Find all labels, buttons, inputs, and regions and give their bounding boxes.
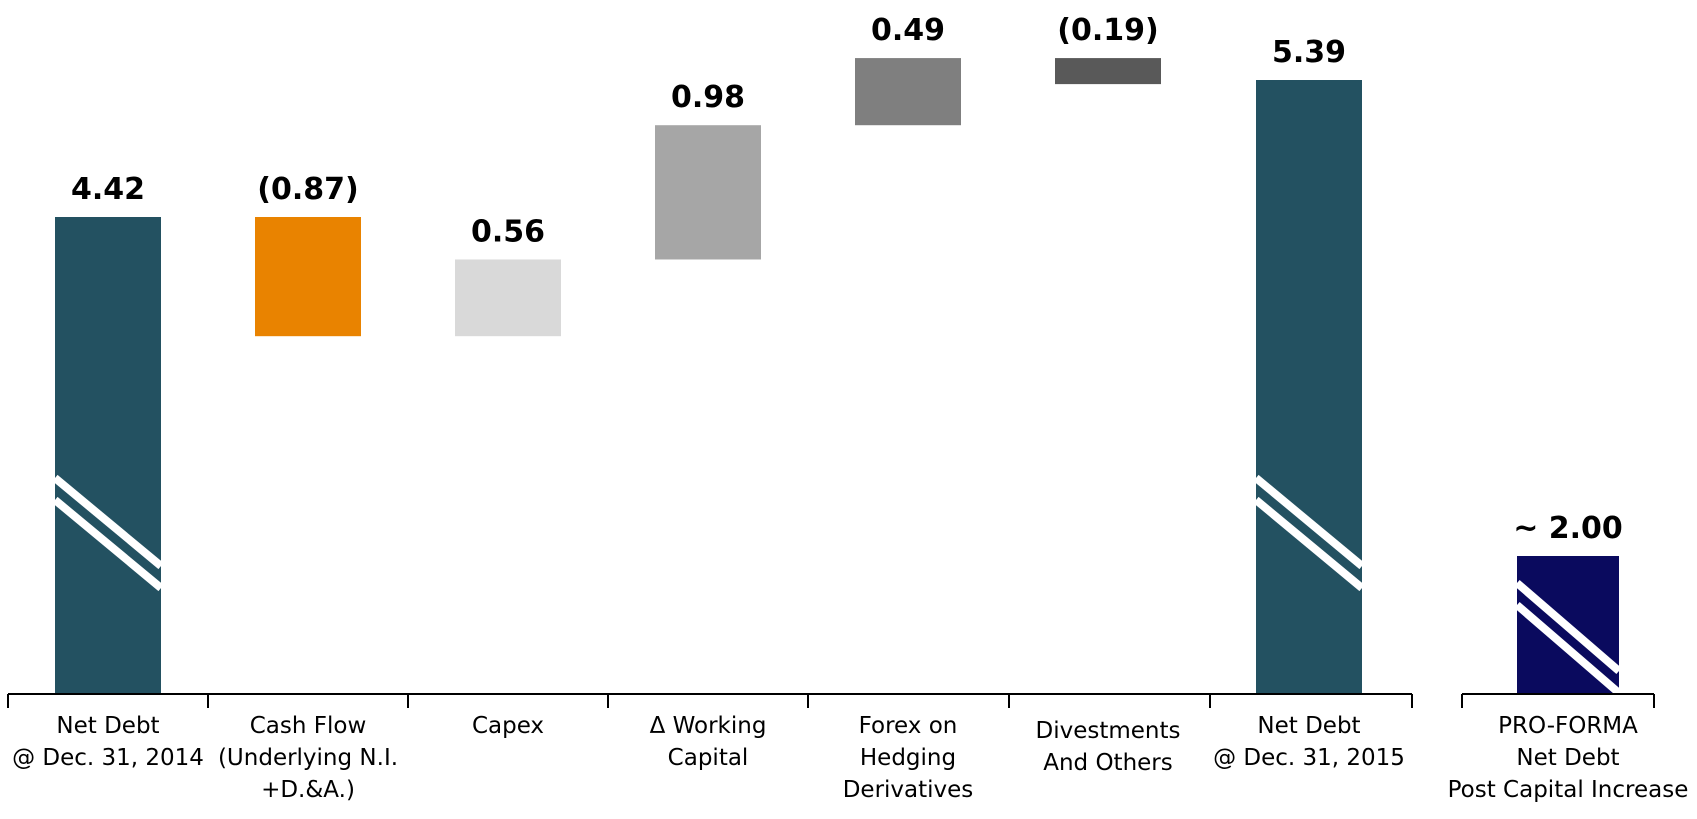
value-label: (0.87): [257, 172, 358, 207]
category-label: +D.&A.): [261, 777, 355, 803]
category-label: And Others: [1043, 750, 1173, 776]
bar-3: [655, 125, 761, 260]
bar-4: [855, 58, 961, 126]
category-label: (Underlying N.I.: [218, 745, 398, 771]
category-label: Capital: [668, 745, 749, 771]
axis-break-stripe: [1514, 579, 1622, 675]
category-label: Capex: [472, 713, 544, 739]
category-label: Hedging: [860, 745, 956, 771]
value-label: 0.56: [471, 214, 545, 249]
value-label: 5.39: [1272, 35, 1346, 70]
bar-0: [55, 217, 161, 694]
value-label: (0.19): [1057, 13, 1158, 48]
category-label: Δ Working: [650, 713, 767, 739]
axis-breaks-layer: [52, 474, 1622, 697]
bars-layer: [55, 58, 1619, 694]
value-label: 0.98: [671, 80, 745, 115]
bar-1: [255, 217, 361, 337]
category-label: Forex on: [859, 713, 958, 739]
value-labels-layer: 4.42 (0.87) 0.56 0.98 0.49 (0.19) 5.39 ~ 2.00: [71, 13, 1623, 546]
category-label: @ Dec. 31, 2015: [1213, 745, 1405, 771]
axis-break-stripe: [1253, 496, 1365, 592]
category-label: Net Debt: [56, 713, 159, 739]
category-label: @ Dec. 31, 2014: [12, 745, 204, 771]
category-labels-layer: Net Debt @ Dec. 31, 2014 Cash Flow (Underly…: [12, 713, 1688, 803]
x-axis: [7, 693, 1655, 708]
bar-5: [1055, 58, 1161, 85]
category-label: Net Debt: [1257, 713, 1360, 739]
axis-break-stripe: [1514, 601, 1622, 697]
axis-break-stripe: [52, 474, 164, 570]
value-label: 0.49: [871, 13, 945, 48]
axis-break-stripe: [52, 496, 164, 592]
axis-break-stripe: [1253, 474, 1365, 570]
category-label: Derivatives: [843, 777, 974, 803]
category-label: Divestments: [1036, 718, 1181, 744]
value-label: ~ 2.00: [1513, 511, 1623, 546]
value-label: 4.42: [71, 172, 145, 207]
bar-2: [455, 259, 561, 337]
category-label: Cash Flow: [250, 713, 367, 739]
bar-6: [1256, 80, 1362, 694]
category-label: PRO-FORMA: [1498, 713, 1638, 739]
category-label: Post Capital Increase: [1448, 777, 1689, 803]
category-label: Net Debt: [1516, 745, 1619, 771]
